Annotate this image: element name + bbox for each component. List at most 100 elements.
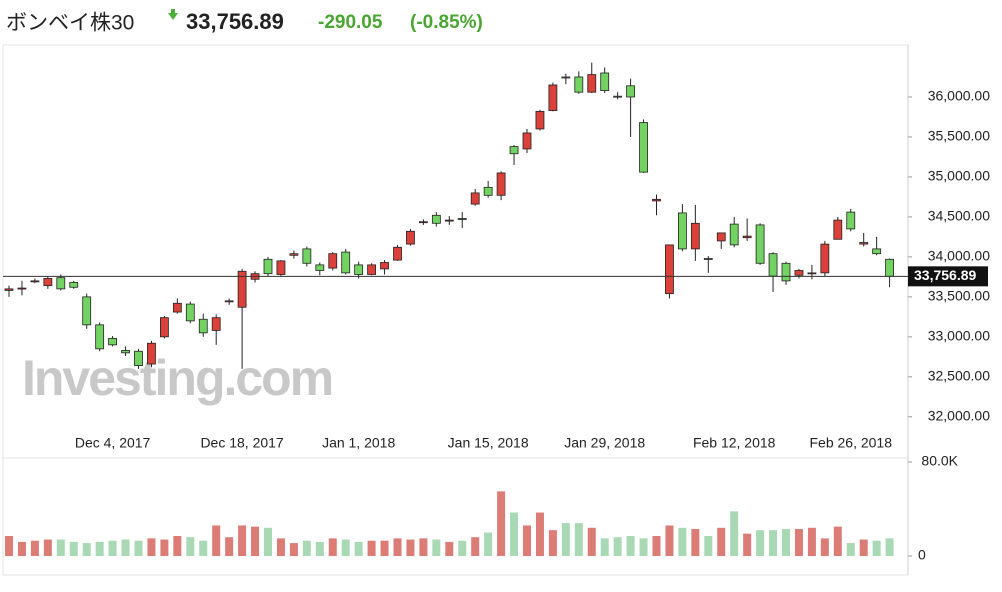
volume-bar [639, 538, 648, 556]
volume-bar [691, 528, 700, 556]
candle-body [406, 230, 415, 245]
volume-bar [43, 539, 52, 556]
candle-body [224, 300, 234, 303]
volume-bar [328, 538, 337, 556]
candle-body [418, 221, 428, 224]
y-tick-label: 33,500.00 [928, 288, 990, 304]
candle-body [380, 262, 389, 270]
volume-tick-label: 80.0K [921, 453, 958, 469]
volume-bar [535, 512, 544, 556]
volume-bar [238, 525, 247, 556]
candle-body [289, 253, 299, 256]
candle-body [470, 192, 480, 205]
volume-bar [872, 540, 881, 556]
candle-body [367, 264, 377, 275]
volume-bar [251, 526, 260, 556]
volume-bar [212, 525, 221, 556]
candle-body [820, 243, 830, 274]
volume-bar [108, 540, 117, 556]
candle-body [121, 350, 130, 354]
volume-bar [289, 543, 298, 556]
y-tick-label: 35,000.00 [928, 168, 990, 184]
candle-body [548, 84, 558, 111]
volume-bar [704, 536, 713, 556]
candle-body [600, 72, 610, 91]
change-percent: (-0.85%) [410, 12, 483, 33]
candle-body [807, 272, 817, 275]
candle-body [147, 342, 156, 365]
y-tick-label: 34,000.00 [928, 248, 990, 264]
volume-bar [445, 541, 454, 556]
candle-body [82, 296, 92, 326]
volume-bar [665, 525, 674, 556]
y-tick-label: 32,500.00 [928, 368, 990, 384]
volume-bar [82, 543, 91, 556]
volume-bar [315, 541, 324, 556]
volume-bar [302, 540, 311, 556]
volume-bar [134, 540, 143, 556]
candle-body [794, 270, 804, 276]
change: -290.05 [318, 12, 383, 33]
y-tick-label: 33,000.00 [928, 328, 990, 344]
volume-bar [717, 527, 726, 556]
volume-bar [458, 540, 467, 556]
volume-bar [782, 528, 790, 556]
volume-bar [743, 533, 752, 556]
volume-bar [354, 541, 363, 556]
candle-body [302, 248, 312, 264]
x-tick-label: Feb 12, 2018 [693, 435, 776, 451]
volume-bar [471, 537, 480, 556]
volume-bar [95, 541, 104, 556]
candle-body [185, 303, 195, 322]
volume-bar [833, 526, 842, 556]
volume-bar [5, 536, 13, 556]
y-tick-label: 34,500.00 [928, 208, 990, 224]
volume-bar [147, 538, 156, 556]
volume-bar [846, 543, 855, 556]
title: ボンベイ株30 [6, 12, 134, 35]
volume-bar [510, 512, 519, 556]
volume-bar [121, 539, 130, 556]
candle-body [4, 288, 14, 291]
candle-body [457, 218, 467, 220]
volume-bar [17, 541, 26, 556]
candle-body [444, 219, 454, 222]
volume-bar [199, 540, 208, 556]
volume-bar [859, 539, 868, 556]
candle-body [846, 211, 856, 230]
candle-body [431, 214, 441, 224]
candle-body [716, 232, 726, 242]
volume-bar [548, 530, 557, 556]
candle-body [768, 253, 778, 277]
volume-bar [523, 525, 531, 556]
volume-bar [406, 539, 415, 556]
candle-body [574, 76, 584, 93]
y-tick-label: 32,000.00 [928, 408, 990, 424]
volume-bar [173, 536, 182, 556]
x-tick-label: Jan 15, 2018 [448, 435, 529, 451]
volume-bar [160, 539, 169, 556]
candle-body [69, 282, 79, 288]
volume-bar [484, 532, 493, 556]
candle-body [833, 219, 843, 240]
candle-body [665, 244, 674, 295]
candle-body [483, 186, 493, 196]
volume-tick-label: 0 [918, 547, 926, 563]
volume-bar [769, 530, 778, 556]
volume-bar [69, 541, 78, 556]
candle-body [613, 95, 623, 98]
watermark: Investing.com [22, 350, 332, 406]
volume-bar [367, 540, 376, 556]
down-arrow [168, 9, 178, 20]
candle-body [211, 317, 221, 331]
volume-bar [380, 540, 389, 556]
volume-bar [652, 536, 661, 556]
candle-body [315, 264, 325, 271]
volume-bar [574, 523, 583, 556]
last-price-box [908, 266, 988, 287]
candle-body [509, 146, 519, 155]
candle-body [393, 246, 402, 261]
volume-bar [225, 537, 234, 556]
volume-bar [626, 536, 635, 556]
